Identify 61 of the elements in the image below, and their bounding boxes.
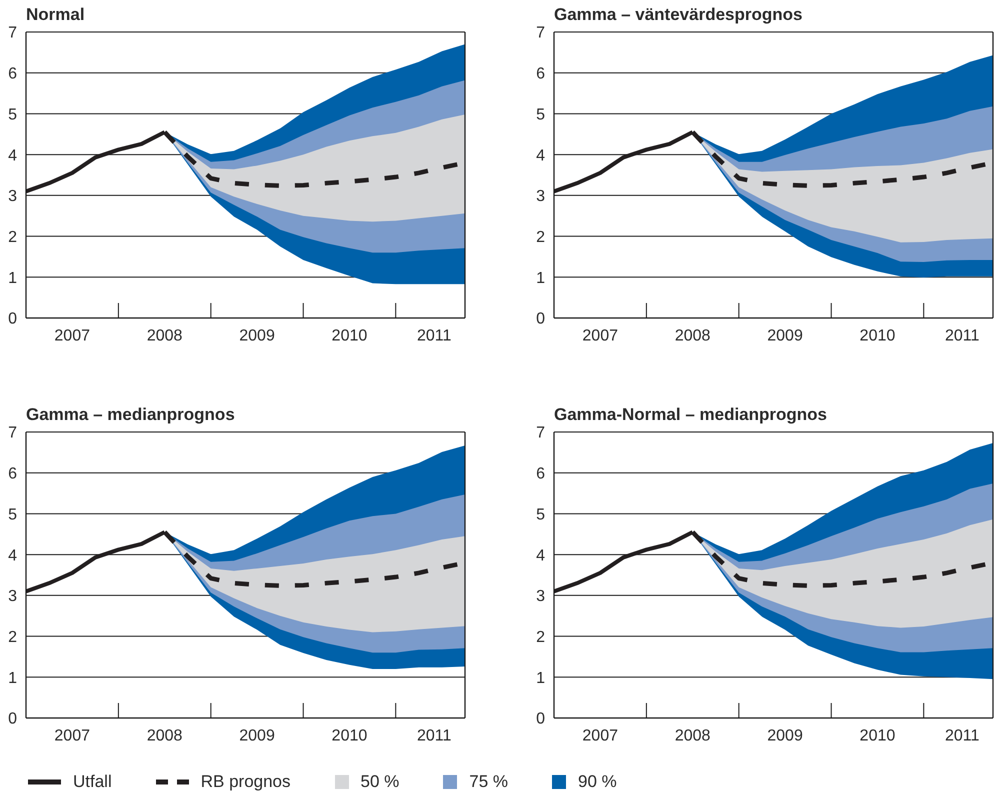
y-tick-label: 7 <box>536 424 546 442</box>
x-tick-label: 2007 <box>582 328 618 344</box>
chart-title: Gamma – väntevärdesprognos <box>554 5 802 24</box>
x-tick-label: 2009 <box>767 328 803 344</box>
chart-title: Gamma-Normal – medianprognos <box>554 405 828 424</box>
y-tick-label: 4 <box>8 147 18 164</box>
y-tick-label: 2 <box>536 228 546 246</box>
chart-title: Gamma – medianprognos <box>26 405 235 424</box>
y-tick-label: 3 <box>536 588 546 606</box>
y-tick-label: 4 <box>8 547 18 564</box>
y-tick-label: 0 <box>536 710 546 728</box>
x-tick-label: 2008 <box>146 328 183 344</box>
y-tick-label: 6 <box>8 66 18 83</box>
legend-label: 50 % <box>360 772 400 792</box>
y-tick-label: 7 <box>536 24 546 42</box>
x-tick-label: 2011 <box>416 328 452 344</box>
y-tick-label: 3 <box>536 188 546 206</box>
y-tick-label: 1 <box>536 670 546 687</box>
x-tick-label: 2010 <box>860 328 896 344</box>
y-tick-label: 4 <box>536 147 546 164</box>
x-tick-label: 2011 <box>944 328 980 344</box>
y-tick-label: 3 <box>8 588 18 606</box>
y-tick-label: 2 <box>536 628 546 646</box>
y-tick-label: 1 <box>8 270 18 287</box>
y-tick-label: 1 <box>8 670 18 687</box>
y-tick-label: 7 <box>8 424 18 442</box>
x-tick-label: 2009 <box>239 328 275 344</box>
y-tick-label: 7 <box>8 24 18 42</box>
y-tick-label: 5 <box>8 506 18 524</box>
x-tick-label: 2009 <box>239 728 275 744</box>
x-tick-label: 2009 <box>767 728 803 744</box>
y-tick-label: 5 <box>536 106 546 124</box>
x-tick-label: 2008 <box>674 728 711 744</box>
x-tick-label: 2007 <box>54 328 90 344</box>
legend-label: 90 % <box>578 772 617 792</box>
y-tick-label: 2 <box>8 628 18 646</box>
x-tick-label: 2010 <box>332 328 368 344</box>
y-tick-label: 0 <box>536 310 546 328</box>
x-tick-label: 2008 <box>146 728 183 744</box>
y-tick-label: 6 <box>536 466 546 483</box>
legend-label: 75 % <box>469 772 508 792</box>
y-tick-label: 5 <box>8 106 18 124</box>
x-tick-label: 2011 <box>944 728 980 744</box>
chart-title: Normal <box>26 5 85 24</box>
x-tick-label: 2007 <box>54 728 90 744</box>
y-tick-label: 6 <box>536 66 546 83</box>
y-tick-label: 0 <box>8 710 18 728</box>
y-tick-label: 5 <box>536 506 546 524</box>
x-tick-label: 2010 <box>860 728 896 744</box>
y-tick-label: 1 <box>536 270 546 287</box>
y-tick-label: 0 <box>8 310 18 328</box>
legend-label: Utfall <box>73 772 112 792</box>
y-tick-label: 4 <box>536 547 546 564</box>
x-tick-label: 2010 <box>332 728 368 744</box>
y-tick-label: 6 <box>8 466 18 483</box>
y-tick-label: 2 <box>8 228 18 246</box>
x-tick-label: 2008 <box>674 328 711 344</box>
legend-label: RB prognos <box>200 772 291 792</box>
y-tick-label: 3 <box>8 188 18 206</box>
x-tick-label: 2011 <box>416 728 452 744</box>
x-tick-label: 2007 <box>582 728 618 744</box>
